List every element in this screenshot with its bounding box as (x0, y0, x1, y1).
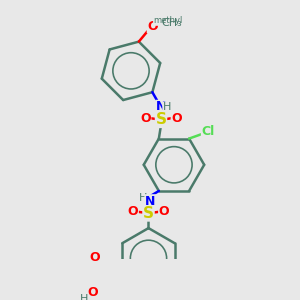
Text: N: N (156, 100, 166, 113)
Text: Cl: Cl (202, 125, 215, 138)
Text: O: O (171, 112, 182, 124)
Text: H: H (80, 294, 88, 300)
Text: H: H (163, 102, 171, 112)
Text: methyl: methyl (154, 16, 183, 26)
Text: H: H (139, 193, 148, 203)
Text: O: O (128, 205, 138, 218)
Text: S: S (155, 112, 167, 128)
Text: O: O (159, 205, 169, 218)
Text: O: O (89, 251, 100, 264)
Text: O: O (88, 286, 98, 299)
Text: O: O (140, 112, 151, 124)
Text: S: S (143, 206, 154, 221)
Text: N: N (145, 195, 155, 208)
Text: O: O (147, 20, 158, 33)
Text: CH₃: CH₃ (161, 19, 182, 28)
